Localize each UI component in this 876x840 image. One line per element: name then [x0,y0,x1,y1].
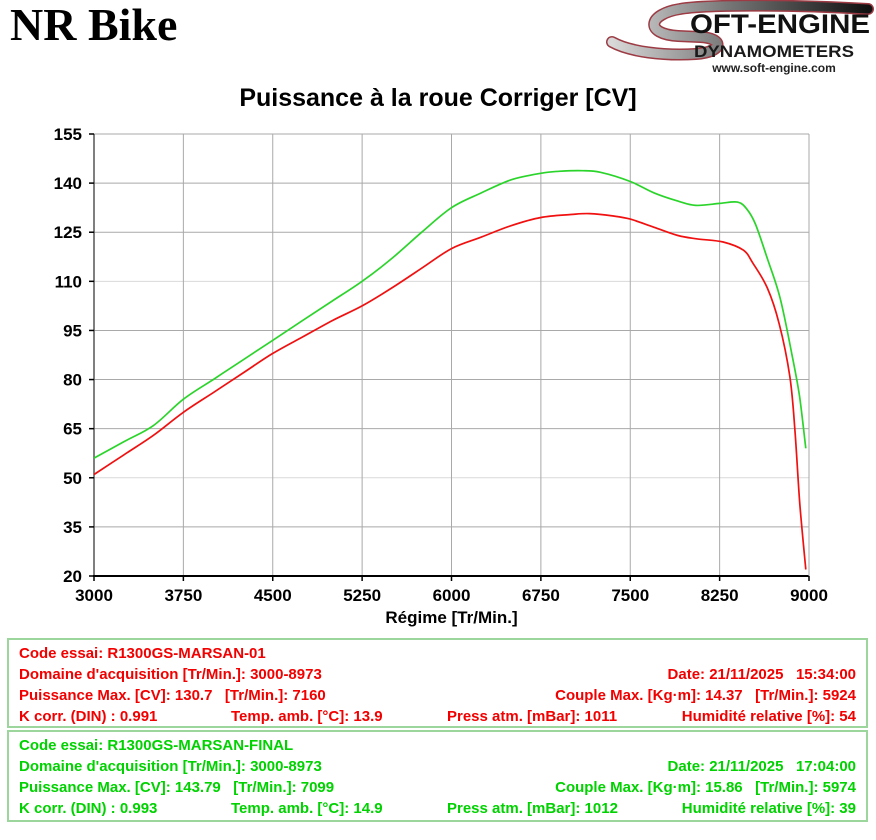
y-tick-label: 20 [63,567,82,586]
x-axis-label: Régime [Tr/Min.] [385,608,517,627]
code-essai-2: Code essai: R1300GS-MARSAN-FINAL [19,737,294,754]
y-tick-label: 125 [54,223,82,242]
x-tick-label: 5250 [343,586,381,605]
x-tick-label: 3750 [164,586,202,605]
y-tick-label: 35 [63,518,82,537]
puissance-max-2: Puissance Max. [CV]: 143.79 [Tr/Min.]: 7… [19,779,335,796]
y-tick-label: 65 [63,420,82,439]
temp-amb-1: Temp. amb. [°C]: 13.9 [231,708,383,725]
k-corr-2: K corr. (DIN) : 0.993 [19,800,158,817]
press-atm-2: Press atm. [mBar]: 1012 [447,800,618,817]
y-tick-label: 80 [63,371,82,390]
x-tick-label: 6750 [522,586,560,605]
x-tick-label: 8250 [701,586,739,605]
x-tick-label: 9000 [790,586,828,605]
y-tick-label: 110 [55,272,82,291]
k-corr-1: K corr. (DIN) : 0.991 [19,708,158,725]
couple-max-1: Couple Max. [Kg·m]: 14.37 [Tr/Min.]: 592… [555,687,856,704]
logo-s-swoosh [606,0,874,61]
soft-engine-logo: OFT-ENGINE DYNAMOMETERS www.soft-engine.… [606,0,874,75]
y-tick-label: 155 [54,125,82,144]
code-essai-1: Code essai: R1300GS-MARSAN-01 [19,645,266,662]
x-tick-label: 4500 [254,586,292,605]
humidite-1: Humidité relative [%]: 54 [681,708,856,725]
logo-brand-text: OFT-ENGINE [690,9,870,39]
y-tick-label: 50 [63,469,82,488]
press-atm-1: Press atm. [mBar]: 1011 [447,708,618,725]
test-info-box-green: Code essai: R1300GS-MARSAN-FINAL Domaine… [7,730,868,822]
humidite-2: Humidité relative [%]: 39 [681,800,856,817]
logo-subtitle: DYNAMOMETERS [694,42,854,61]
couple-max-2: Couple Max. [Kg·m]: 15.86 [Tr/Min.]: 597… [555,779,856,796]
y-tick-label: 140 [54,174,82,193]
power-chart: 20 35 50 65 80 95 110 125 140 155 3000 3750 4500 5250… [54,125,828,627]
bike-name: NR Bike [10,0,178,50]
x-tick-label: 7500 [611,586,649,605]
puissance-max-1: Puissance Max. [CV]: 130.7 [Tr/Min.]: 71… [19,687,326,704]
logo-website: www.soft-engine.com [711,61,836,75]
temp-amb-2: Temp. amb. [°C]: 14.9 [231,800,383,817]
y-tick-label: 95 [63,321,82,340]
curve-red [93,212,807,570]
domaine-acquisition-1: Domaine d'acquisition [Tr/Min.]: 3000-89… [19,666,322,683]
test-info-box-red: Code essai: R1300GS-MARSAN-01 Domaine d'… [7,638,868,728]
chart-title: Puissance à la roue Corriger [CV] [239,84,637,112]
domaine-acquisition-2: Domaine d'acquisition [Tr/Min.]: 3000-89… [19,758,322,775]
date-1: Date: 21/11/2025 15:34:00 [667,666,856,683]
x-tick-label: 6000 [433,586,471,605]
curve-green [93,169,807,459]
x-tick-label: 3000 [75,586,113,605]
date-2: Date: 21/11/2025 17:04:00 [667,758,856,775]
